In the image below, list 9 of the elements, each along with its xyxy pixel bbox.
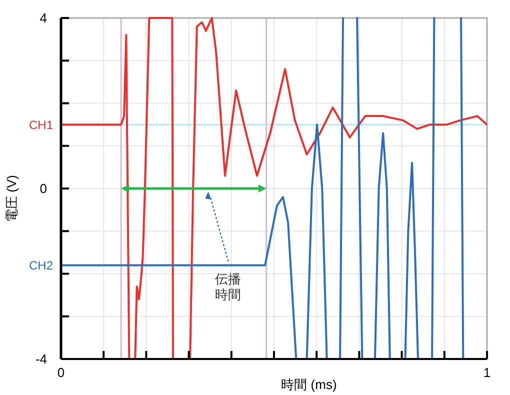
y-tick-label: -4 [35,352,47,367]
annotation: 伝播時間 [215,272,242,302]
y-axis-title: 電圧 (V) [4,175,19,222]
x-axis-title: 時間 (ms) [281,377,337,392]
series-label: CH2 [28,258,54,272]
series-label: CH1 [28,118,54,132]
y-tick-label: 4 [40,10,47,26]
y-tick-label: 0 [40,181,47,196]
x-tick-label: 1 [483,365,491,380]
